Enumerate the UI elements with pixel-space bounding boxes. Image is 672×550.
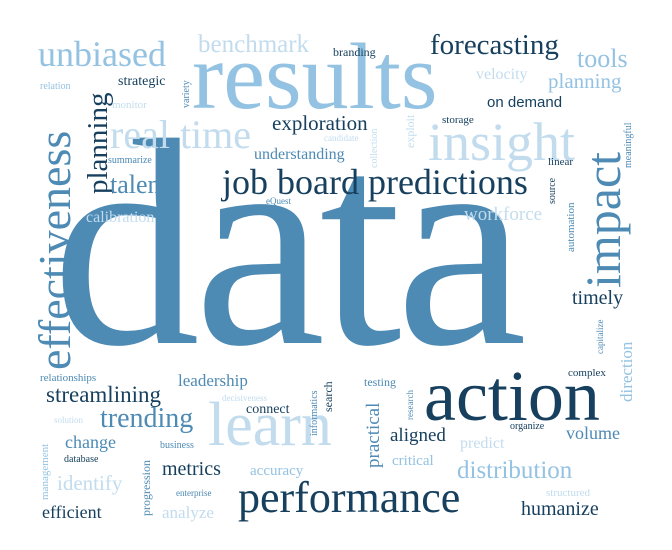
word-solution: solution — [54, 415, 84, 425]
word-job-board-predictions: job board predictions — [222, 162, 528, 202]
word-business: business — [160, 440, 194, 451]
word-streamlining: streamlining — [46, 382, 161, 407]
word-complex: complex — [568, 367, 606, 379]
word-relation: relation — [40, 81, 71, 92]
word-collection: collection — [369, 128, 380, 168]
word-linear: linear — [548, 156, 574, 168]
word-database: database — [64, 454, 99, 465]
word-predict: predict — [460, 435, 505, 452]
word-research: research — [405, 390, 415, 420]
word-monitor: monitor — [112, 99, 147, 111]
word-timely: timely — [572, 287, 624, 309]
word-source: source — [547, 177, 558, 204]
word-metrics: metrics — [162, 458, 221, 480]
word-real-time: real time — [110, 112, 252, 157]
word-structured: structured — [546, 487, 590, 499]
word-exploit: exploit — [403, 114, 417, 148]
word-talent: talent — [110, 170, 168, 199]
word-distribution: distribution — [457, 457, 573, 484]
word-benchmark: benchmark — [198, 31, 310, 58]
word-testing: testing — [364, 375, 396, 389]
word-storage: storage — [442, 114, 474, 126]
word-humanize: humanize — [521, 498, 599, 520]
word-summarize: summarize — [108, 155, 152, 166]
word-volume: volume — [566, 423, 620, 443]
word-identify: identify — [57, 471, 123, 495]
word-on-demand: on demand — [487, 94, 563, 111]
word-direction: direction — [617, 341, 636, 402]
word-informatics: informatics — [309, 390, 320, 436]
word-aligned: aligned — [390, 425, 446, 446]
word-analyze: analyze — [162, 503, 214, 522]
word-effectiveness: effectiveness — [29, 130, 80, 370]
word-search: search — [321, 381, 335, 412]
word-velocity: velocity — [476, 66, 528, 83]
word-automation: automation — [565, 202, 577, 253]
word-connect: connect — [246, 402, 290, 417]
word-workforce: workforce — [464, 204, 543, 225]
word-understanding: understanding — [254, 146, 345, 163]
word-capitalize: capitalize — [595, 319, 605, 354]
word-enterprise: enterprise — [176, 488, 212, 498]
word-performance: performance — [238, 473, 461, 522]
word-planning: planning — [548, 69, 622, 93]
word-candidate: candidate — [324, 133, 359, 143]
word-variety: variety — [181, 80, 192, 108]
word-action: action — [424, 356, 600, 436]
word-results: results — [192, 25, 438, 129]
word-planning-vertical: planning — [82, 92, 114, 195]
word-meaningful: meaningful — [623, 122, 634, 168]
word-trending: trending — [100, 403, 194, 434]
word-relationships: relationships — [40, 372, 97, 384]
word-leadership: leadership — [178, 371, 248, 390]
word-critical: critical — [392, 453, 434, 469]
word-organize: organize — [510, 421, 545, 432]
word-impact: impact — [575, 151, 631, 288]
word-progression: progression — [139, 460, 153, 516]
word-management: management — [39, 443, 51, 500]
word-decisiveness: decisiveness — [222, 393, 267, 403]
word-learn: learn — [208, 391, 332, 459]
word-forecasting: forecasting — [430, 29, 559, 61]
word-exploration: exploration — [272, 111, 368, 135]
word-tools: tools — [577, 44, 628, 73]
word-calibration: calibration — [86, 209, 155, 226]
word-strategic: strategic — [118, 74, 166, 89]
word-equest: eQuest — [266, 196, 291, 206]
word-efficient: efficient — [42, 502, 102, 522]
word-practical: practical — [363, 402, 384, 468]
word-accuracy: accuracy — [250, 463, 304, 479]
word-data: data — [52, 80, 527, 408]
word-unbiased: unbiased — [38, 34, 166, 74]
word-branding: branding — [333, 45, 376, 59]
word-change: change — [65, 432, 116, 452]
word-insight: insight — [428, 112, 576, 172]
